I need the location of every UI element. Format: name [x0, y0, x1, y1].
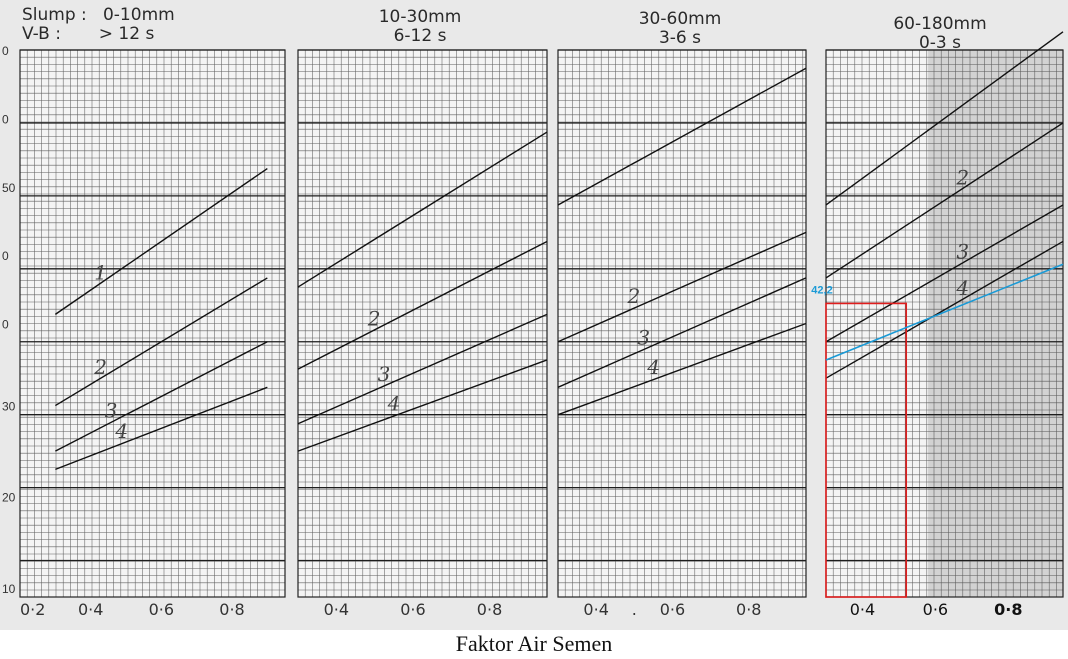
curve-label: 4: [646, 355, 660, 379]
series-line-2: [557, 231, 807, 343]
panel-3: [557, 49, 807, 598]
curve-label: 3: [637, 325, 650, 349]
panel-1-header-line-2: V-B : > 12 s: [22, 24, 155, 44]
grid: [19, 49, 285, 597]
x-tick-label: 0·6: [149, 600, 174, 619]
curve-label: 2: [93, 355, 107, 379]
panel-4-header: 60-180mm 0-3 s: [880, 15, 1000, 53]
panel-4-header-line-1: 60-180mm: [893, 14, 987, 34]
y-tick-label: 50: [2, 181, 16, 195]
y-tick-label: 0: [2, 318, 9, 332]
series-line-4: [557, 322, 807, 416]
curve-label: 2: [626, 284, 640, 308]
series-line-3: [557, 277, 807, 388]
curve-label: 1: [94, 261, 107, 285]
panel-frame: [19, 49, 286, 598]
reference-line: [825, 263, 1064, 361]
x-tick-label: 0·8: [477, 600, 502, 619]
y-tick-label: 0: [2, 44, 9, 58]
highlight-box: [825, 302, 908, 598]
panel-1-header-line-1: Slump : 0-10mm: [22, 5, 175, 25]
series-line-3: [55, 341, 268, 452]
series-line-2: [54, 277, 268, 407]
series-line-3: [297, 313, 548, 425]
y-tick-label: 0: [2, 249, 9, 263]
panel-2: [297, 49, 548, 598]
series-line-2: [297, 240, 548, 370]
panel-1-header: Slump : 0-10mm V-B : > 12 s: [22, 6, 242, 44]
series-line-2: [825, 122, 1064, 279]
curve-label: 3: [378, 362, 391, 386]
panel-2-header-line-2: 6-12 s: [393, 26, 447, 46]
series-line-1: [297, 131, 548, 288]
series-line-1: [54, 167, 268, 315]
x-tick-label: 0·4: [78, 600, 103, 619]
x-axis-title: Faktor Air Semen: [455, 631, 613, 656]
panel-3-header-line-2: 3-6 s: [658, 28, 702, 48]
panel-3-header-line-1: 30-60mm: [638, 9, 722, 29]
series-line-1: [557, 67, 807, 206]
curve-label: 3: [105, 399, 118, 423]
panel-4-header-line-2: 0-3 s: [918, 33, 962, 53]
x-tick-label: 0·2: [20, 600, 45, 619]
y-tick-label: 10: [2, 582, 16, 596]
x-tick-label: 0·8: [219, 600, 244, 619]
curve-label: 4: [955, 276, 969, 300]
panel-1: [19, 49, 286, 598]
curve-label: 2: [955, 166, 969, 190]
grid-major: [826, 49, 1063, 562]
y-tick-label: 0: [2, 112, 9, 126]
panel-3-header: 30-60mm 3-6 s: [620, 10, 740, 48]
x-tick-label: 0·6: [400, 600, 425, 619]
x-tick-label: 0·6: [923, 600, 948, 619]
series-line-4: [297, 359, 548, 452]
panel-frame: [297, 49, 548, 598]
y-tick-label: 30: [2, 400, 16, 414]
x-tick-label: 0·8: [994, 600, 1022, 619]
series-line-4: [55, 386, 268, 471]
curve-label: 4: [387, 391, 401, 415]
x-tick-label: 0·8: [736, 600, 761, 619]
series-line-3: [825, 204, 1064, 343]
panel-2-header: 10-30mm 6-12 s: [360, 8, 480, 46]
curve-label: 4: [114, 419, 128, 443]
y-tick-label: 20: [2, 491, 16, 505]
x-tick-label: 0·6: [660, 600, 685, 619]
annotation-label: 42,2: [811, 284, 832, 296]
x-tick-label: .: [632, 600, 637, 619]
series-line-4: [825, 240, 1064, 379]
x-tick-label: 0·4: [583, 600, 608, 619]
curve-label: 2: [367, 306, 381, 330]
curve-label: 3: [956, 240, 969, 264]
panel-4: 42,2: [811, 31, 1064, 598]
x-tick-label: 0·4: [324, 600, 349, 619]
grid-major: [298, 49, 547, 562]
x-tick-label: 0·4: [850, 600, 875, 619]
panel-2-header-line-1: 10-30mm: [378, 7, 462, 27]
series-line-1: [825, 31, 1064, 206]
